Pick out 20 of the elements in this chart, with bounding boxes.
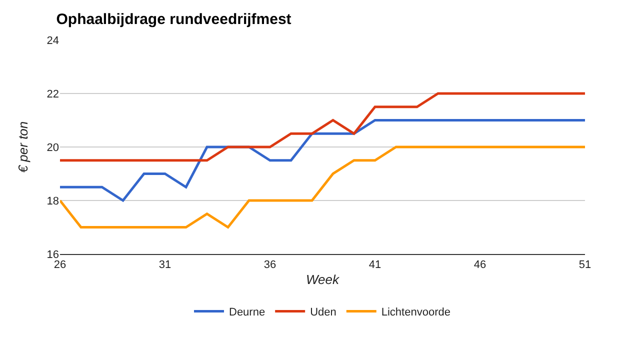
- y-tick-label: 22: [46, 88, 59, 100]
- chart-title: Ophaalbijdrage rundveedrijfmest: [56, 11, 292, 28]
- legend-label: Uden: [310, 306, 336, 319]
- legend-label: Lichtenvoorde: [381, 306, 450, 319]
- y-tick-label: 24: [46, 34, 59, 47]
- x-tick-label: 26: [54, 259, 66, 272]
- legend-label: Deurne: [229, 306, 266, 319]
- x-tick-label: 36: [264, 259, 276, 272]
- x-tick-label: 46: [474, 259, 486, 272]
- line-series: [60, 92, 585, 162]
- x-tick-label: 51: [578, 259, 592, 272]
- x-axis-title: Week: [306, 272, 340, 287]
- x-tick-label: 31: [158, 259, 172, 272]
- x-tick-label: 41: [368, 259, 382, 272]
- y-tick-label: 20: [46, 142, 59, 154]
- y-axis-title: € per ton: [16, 121, 31, 173]
- line-series: [60, 146, 585, 228]
- line-series: [60, 119, 585, 202]
- y-tick-label: 18: [46, 195, 59, 208]
- y-tick-label: 16: [46, 248, 59, 261]
